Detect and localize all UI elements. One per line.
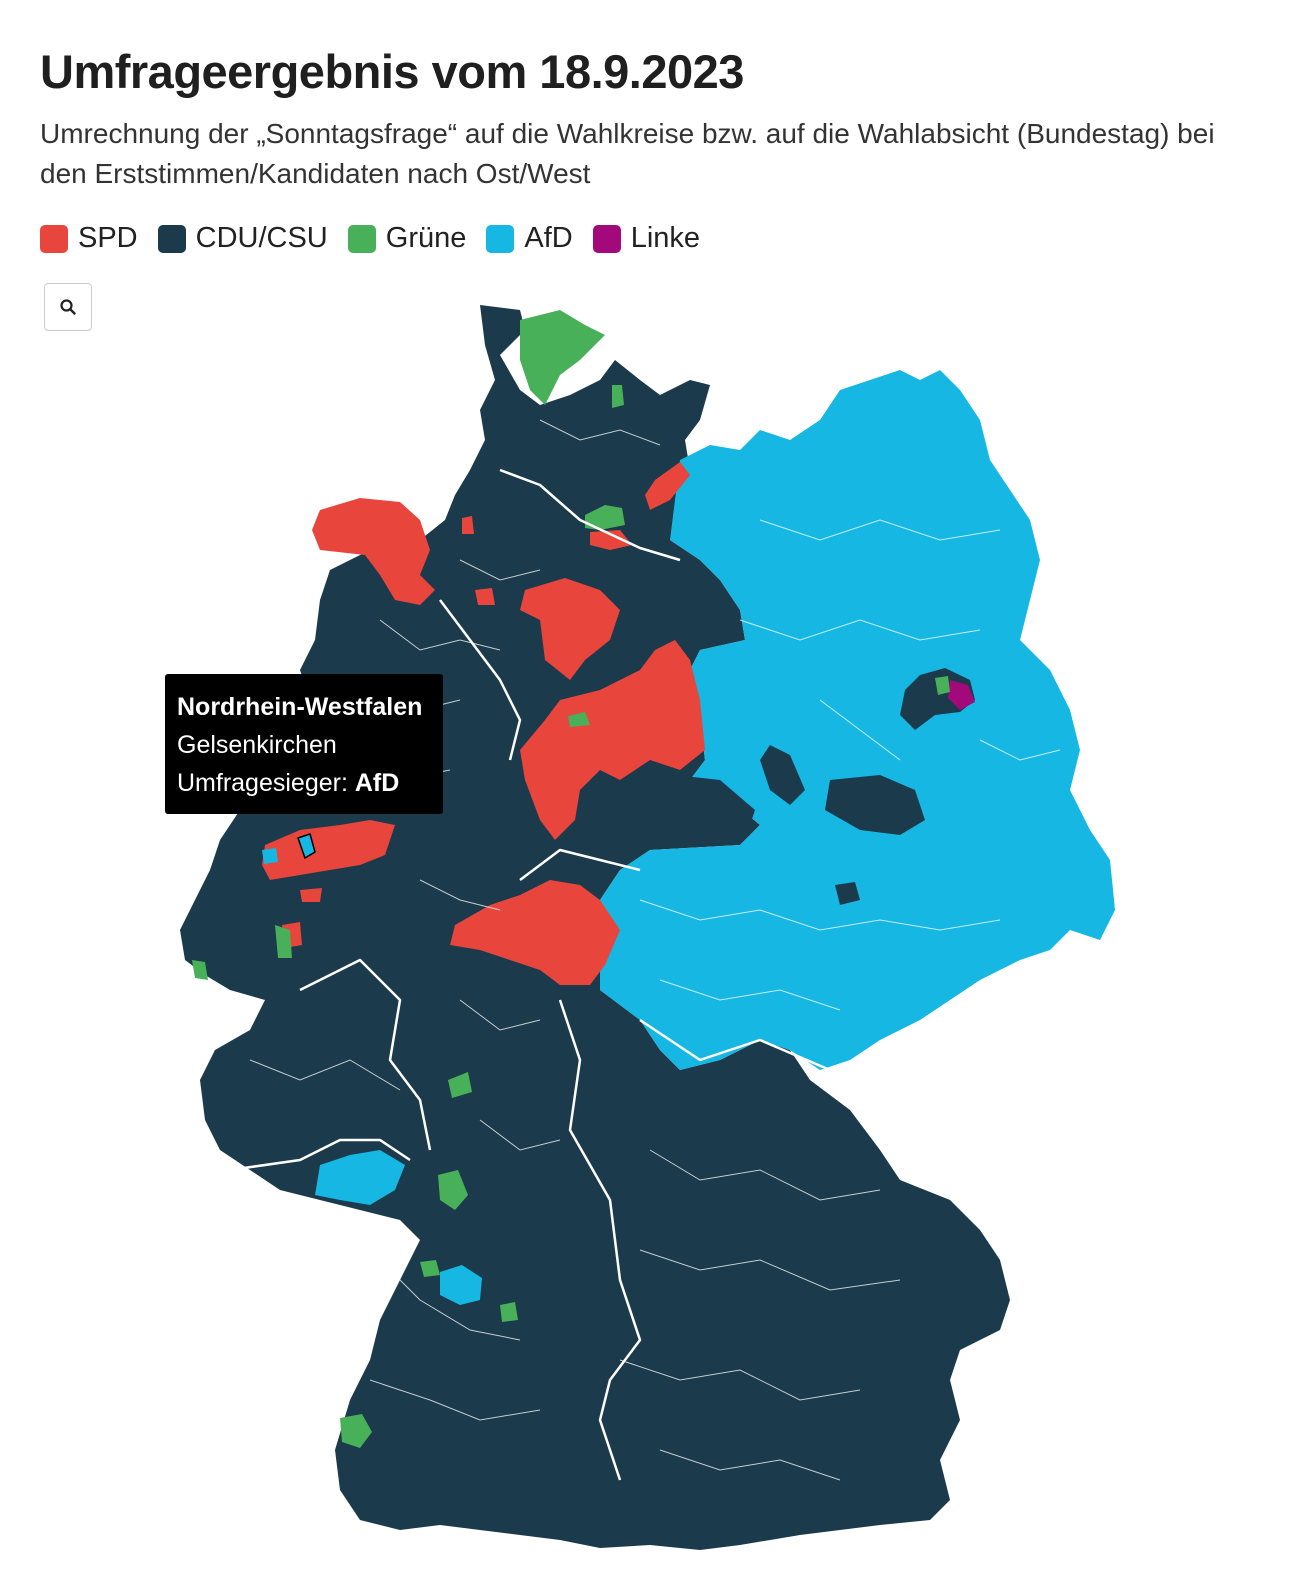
- legend-item-afd: AfD: [486, 222, 573, 255]
- map-region-spd-hessen[interactable]: [450, 880, 620, 985]
- page-title: Umfrageergebnis vom 18.9.2023: [40, 45, 744, 98]
- map-region-afd-pforzheim[interactable]: [440, 1265, 482, 1305]
- legend-swatch-cdu: [157, 224, 186, 253]
- map-region-spd-ostfriesland[interactable]: [312, 498, 435, 605]
- map-region-gruene-goettingen[interactable]: [568, 712, 590, 727]
- legend-item-cdu: CDU/CSU: [157, 222, 328, 255]
- legend-swatch-afd: [486, 224, 515, 253]
- map-region-spd-kassel[interactable]: [520, 640, 705, 840]
- map-region-gruene-koeln[interactable]: [275, 925, 292, 958]
- map-region-gruene-flensburg[interactable]: [520, 310, 605, 405]
- map-region-berlin-gruene[interactable]: [935, 676, 950, 695]
- legend: SPD CDU/CSU Grüne AfD Linke: [40, 222, 720, 255]
- zoom-button[interactable]: [44, 283, 92, 331]
- map-region-gruene-karlsruhe[interactable]: [420, 1260, 440, 1277]
- map-region-spd-small4[interactable]: [475, 588, 495, 605]
- legend-item-linke: Linke: [592, 222, 701, 255]
- map-tooltip: Nordrhein-Westfalen Gelsenkirchen Umfrag…: [165, 674, 443, 814]
- map-region-spd-small1[interactable]: [462, 516, 474, 534]
- map-region-spd-hamburg[interactable]: [590, 530, 632, 550]
- legend-item-gruene: Grüne: [347, 222, 467, 255]
- legend-swatch-gruene: [347, 224, 376, 253]
- tooltip-winner-label: Umfragesieger:: [177, 769, 348, 797]
- map-region-spd-kiel[interactable]: [645, 462, 690, 510]
- map-region-gruene-hamburg[interactable]: [585, 505, 625, 530]
- state-boundaries: [229, 468, 831, 1481]
- map-region-afd-saarland[interactable]: [315, 1150, 405, 1205]
- map-region-afd-gelsenkirchen[interactable]: [297, 833, 316, 860]
- map-region-gruene-tuebingen[interactable]: [500, 1302, 518, 1322]
- tooltip-winner: AfD: [354, 769, 400, 797]
- map-region-gruene-frankfurt[interactable]: [448, 1072, 472, 1098]
- legend-swatch-spd: [40, 224, 68, 253]
- search-icon: [60, 299, 76, 315]
- map-region-east-cdu-4[interactable]: [835, 882, 860, 905]
- legend-item-spd: SPD: [40, 222, 138, 255]
- tooltip-state: Nordrhein-Westfalen: [177, 693, 423, 721]
- legend-label-gruene: Grüne: [385, 222, 467, 254]
- map-region-east-cdu-1[interactable]: [760, 745, 805, 805]
- legend-label-cdu: CDU/CSU: [195, 222, 328, 254]
- map-region-gruene-freiburg[interactable]: [340, 1414, 372, 1448]
- legend-swatch-linke: [592, 224, 621, 253]
- map-region-afd-ruhr-small[interactable]: [262, 848, 278, 864]
- map-region-gruene-kiel[interactable]: [612, 385, 624, 408]
- map-region-gruene-heidelberg[interactable]: [438, 1170, 468, 1210]
- map-region-spd-hannover[interactable]: [520, 578, 620, 680]
- map-region-spd-ruhr[interactable]: [262, 820, 395, 880]
- legend-label-spd: SPD: [78, 222, 138, 254]
- map-region-east-afd[interactable]: [600, 370, 1115, 1070]
- map-region-east-cdu-2[interactable]: [825, 775, 925, 835]
- tooltip-district: Gelsenkirchen: [177, 731, 337, 759]
- map-region-gruene-aachen[interactable]: [192, 960, 208, 980]
- map-region-spd-small2[interactable]: [300, 888, 322, 902]
- tooltip-winner-line: Umfragesieger: AfD: [177, 764, 431, 802]
- legend-label-afd: AfD: [524, 222, 573, 254]
- map-region-east-cdu-3[interactable]: [670, 775, 755, 845]
- legend-label-linke: Linke: [630, 222, 701, 254]
- page-subtitle: Umrechnung der „Sonntagsfrage“ auf die W…: [40, 118, 1215, 189]
- map-region-berlin-linke[interactable]: [948, 680, 975, 710]
